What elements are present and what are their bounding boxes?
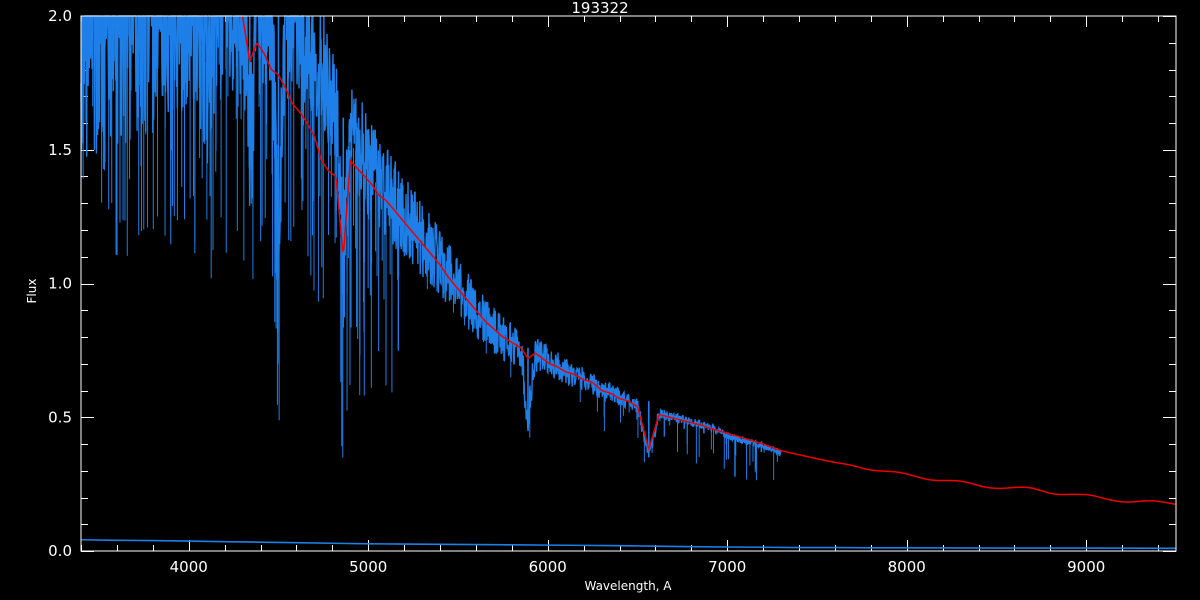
y-tick-label: 0.5 bbox=[48, 408, 72, 426]
data-series-layer bbox=[80, 15, 1177, 550]
x-tick-label: 4000 bbox=[170, 558, 208, 576]
x-tick-label: 5000 bbox=[349, 558, 387, 576]
y-tick-label: 1.0 bbox=[48, 275, 72, 293]
plot-frame-overlay bbox=[80, 15, 1177, 552]
model-spectrum-line bbox=[241, 15, 1176, 506]
x-axis-tick-labels: 4000 5000 6000 7000 8000 9000 bbox=[170, 558, 1106, 576]
x-axis-title: Wavelength, A bbox=[584, 579, 672, 593]
x-tick-label: 9000 bbox=[1067, 558, 1105, 576]
y-tick-label: 1.5 bbox=[48, 141, 72, 159]
error-spectrum-line bbox=[80, 538, 1177, 550]
observed-spectrum-noise bbox=[80, 16, 778, 481]
x-tick-label: 8000 bbox=[888, 558, 926, 576]
y-axis-title: Flux bbox=[25, 279, 39, 304]
y-axis-tick-labels: 0.0 0.5 1.0 1.5 2.0 bbox=[48, 7, 72, 560]
x-tick-label: 6000 bbox=[529, 558, 567, 576]
x-tick-label: 7000 bbox=[708, 558, 746, 576]
y-tick-label: 2.0 bbox=[48, 7, 72, 25]
plot-title: 193322 bbox=[571, 0, 628, 17]
y-tick-label: 0.0 bbox=[48, 542, 72, 560]
